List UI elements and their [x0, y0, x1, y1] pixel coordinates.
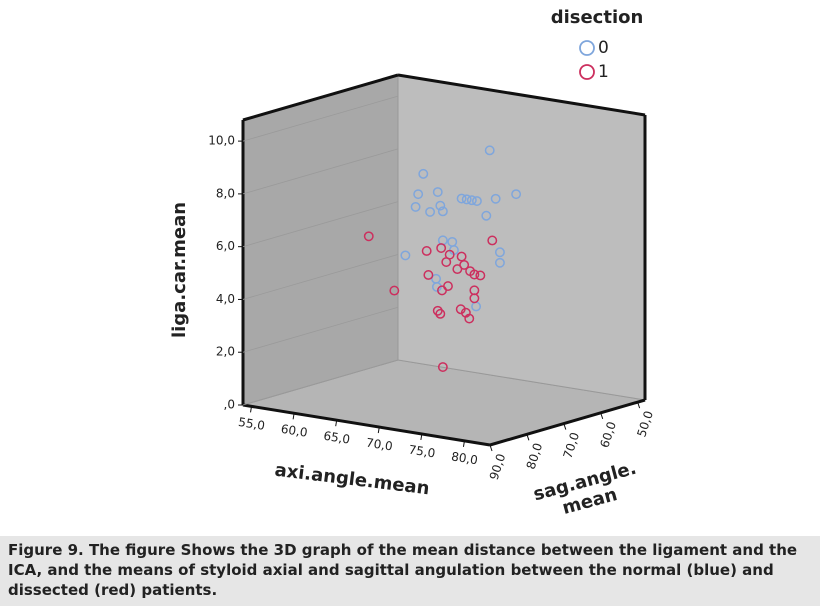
chart: disection liga.car.mean axi.angle.mean s…: [169, 7, 656, 519]
legend-label: 0: [598, 38, 609, 58]
grid-line: [242, 306, 399, 353]
z-tick-label: 50,0: [634, 409, 656, 439]
point: [494, 247, 505, 258]
point: [441, 257, 452, 267]
x-tick: [250, 406, 253, 413]
y-tick-label: 8,0: [216, 186, 235, 200]
point: [413, 189, 424, 200]
point: [471, 196, 482, 206]
x-tick-label: 55,0: [237, 415, 266, 433]
point: [481, 210, 492, 221]
legend-marker: [579, 40, 595, 56]
point: [436, 243, 447, 253]
point: [389, 285, 400, 296]
point: [461, 194, 472, 205]
point: [425, 206, 436, 217]
y-tick-label: ,0: [224, 398, 235, 412]
point: [423, 270, 434, 280]
x-tick-label: 60,0: [280, 422, 309, 440]
point: [511, 189, 522, 200]
y-axis-label: liga.car.mean: [169, 202, 190, 338]
z-tick-label: 80,0: [524, 441, 546, 471]
x-tick-label: 75,0: [408, 442, 437, 460]
back-wall: [397, 74, 646, 401]
point: [418, 168, 429, 179]
z-tick-label: 90,0: [487, 452, 509, 482]
z-tick: [563, 423, 567, 430]
y-tick-label: 10,0: [208, 134, 235, 148]
frame-edge: [242, 73, 399, 122]
z-tick: [526, 434, 530, 441]
x-axis-label: axi.angle.mean: [273, 460, 430, 500]
point: [494, 257, 505, 268]
frame-edge: [489, 398, 646, 447]
grid-line: [242, 148, 399, 195]
point: [452, 264, 463, 275]
y-tick-label: 6,0: [216, 239, 235, 253]
point: [487, 235, 498, 246]
y-tick-label: 2,0: [216, 345, 235, 359]
x-tick-label: 65,0: [322, 429, 351, 447]
x-tick: [420, 433, 423, 441]
point: [432, 187, 443, 197]
z-tick: [637, 401, 641, 409]
point: [437, 362, 448, 372]
z-tick: [489, 444, 493, 452]
grid-line: [242, 201, 399, 248]
legend-label: 1: [598, 62, 609, 82]
x-tick: [377, 426, 380, 434]
point: [484, 145, 495, 156]
legend-title: disection: [551, 7, 644, 28]
point: [400, 250, 411, 261]
point: [475, 270, 486, 281]
point: [437, 206, 448, 217]
point: [432, 305, 443, 316]
y-tick-label: 4,0: [216, 292, 235, 306]
grid-line: [242, 359, 399, 406]
point: [469, 293, 480, 304]
point: [469, 269, 480, 280]
grid-line: [242, 95, 399, 142]
x-tick: [462, 440, 465, 447]
point: [421, 245, 432, 256]
z-tick: [600, 412, 604, 420]
frame-edge: [397, 73, 646, 117]
point: [410, 201, 421, 212]
frame-edge: [242, 403, 491, 447]
point: [443, 281, 453, 292]
point: [466, 195, 477, 206]
legend-marker: [579, 64, 595, 80]
x-tick: [335, 420, 338, 427]
caption: Figure 9. The figure Shows the 3D graph …: [0, 536, 820, 606]
point: [464, 313, 475, 324]
z-tick-label: 60,0: [597, 420, 619, 450]
grid-line: [242, 254, 399, 300]
point: [435, 200, 446, 211]
x-tick-label: 70,0: [365, 436, 394, 454]
point: [490, 193, 501, 204]
point: [363, 231, 374, 242]
z-tick-label: 70,0: [561, 431, 583, 461]
x-tick-label: 80,0: [450, 449, 479, 467]
point: [435, 308, 446, 319]
point: [456, 193, 467, 204]
x-tick: [292, 413, 295, 420]
